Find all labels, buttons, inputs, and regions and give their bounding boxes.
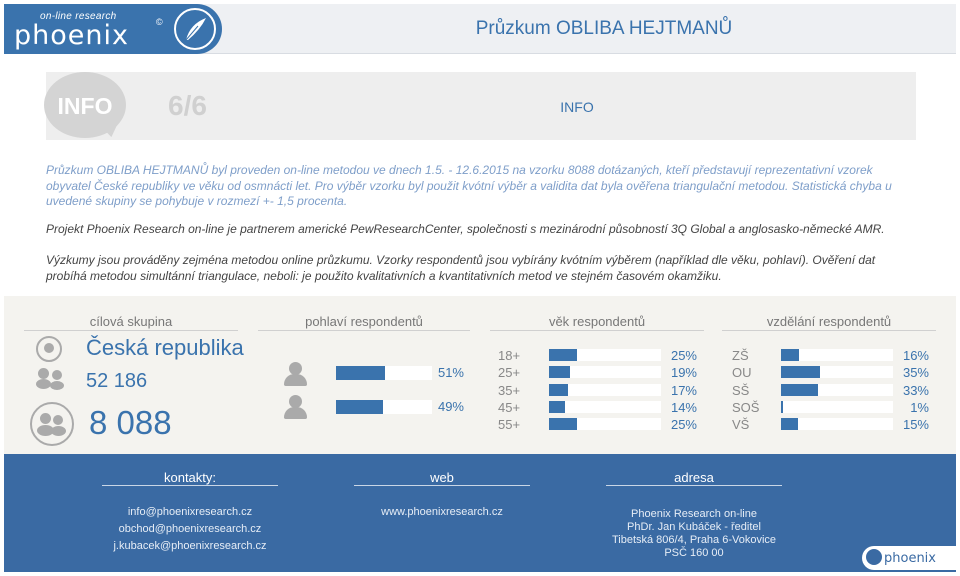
education-percent: 1%	[910, 399, 929, 415]
age-bar	[549, 383, 568, 396]
gender-bar	[336, 400, 383, 414]
gender-rule	[258, 330, 470, 331]
phoenix-logo[interactable]: on-line research phoenix ©	[4, 4, 222, 54]
education-bar	[781, 366, 820, 379]
method-description: Výzkumy jsou prováděny zejména metodou o…	[46, 253, 876, 283]
male-icon	[283, 362, 309, 386]
population-count: 52 186	[86, 370, 148, 392]
feather-icon	[174, 8, 216, 50]
education-category: OU	[732, 365, 752, 381]
people-icon	[36, 366, 66, 392]
header: on-line research phoenix © Průzkum OBLIB…	[4, 4, 956, 54]
page-title: Průzkum OBLIBA HEJTMANŮ	[475, 18, 733, 39]
gender-bar-track	[336, 400, 432, 414]
footer: kontakty: info@phoenixresearch.cz obchod…	[4, 454, 956, 572]
education-bar	[781, 349, 799, 361]
location-pin-icon	[36, 336, 62, 362]
info-label: INFO	[560, 99, 594, 115]
education-category: SŠ	[732, 382, 750, 398]
page-counter: 6/6	[168, 90, 207, 121]
age-percent: 17%	[670, 382, 697, 398]
education-bar-track	[781, 349, 893, 361]
age-title: věk respondentů	[548, 314, 646, 329]
education-percent: 16%	[902, 348, 929, 363]
age-bar-track	[549, 366, 661, 379]
address-title: adresa	[674, 470, 714, 485]
respondent-count: 8 088	[89, 404, 172, 441]
education-bar-track	[781, 418, 893, 431]
age-category: 55+	[498, 417, 521, 433]
contact-email-obchod[interactable]: obchod@phoenixresearch.cz	[118, 523, 262, 535]
age-category: 18+	[498, 348, 521, 363]
logo-tagline: on-line research	[40, 11, 117, 22]
age-category: 35+	[498, 382, 521, 398]
age-bar	[549, 418, 577, 431]
education-bar-track	[781, 366, 893, 379]
age-bar	[549, 400, 565, 413]
info-badge: INFO	[57, 93, 113, 119]
contact-email-kubacek[interactable]: j.kubacek@phoenixresearch.cz	[113, 540, 267, 552]
target-group-rule	[24, 330, 238, 331]
contacts-title: kontakty:	[163, 470, 217, 485]
female-icon	[283, 395, 309, 419]
address-street: Tibetská 806/4, Praha 6-Vokovice	[611, 534, 777, 546]
education-percent: 15%	[902, 417, 929, 433]
footer-logo-icon	[866, 549, 882, 565]
respondents-icon	[30, 402, 74, 446]
education-bar	[781, 400, 783, 413]
info-bubble-icon	[44, 72, 126, 138]
footer-logo[interactable]: phoenix	[862, 546, 956, 570]
education-title: vzdělání respondentů	[766, 314, 892, 329]
gender-bar	[336, 366, 385, 380]
age-category: 25+	[498, 365, 521, 381]
age-category: 45+	[498, 399, 521, 415]
footer-logo-wordmark: phoenix	[884, 551, 936, 566]
address-company: Phoenix Research on-line	[631, 508, 757, 520]
education-category: SOŠ	[732, 399, 760, 415]
gender-title: pohlaví respondentů	[305, 314, 423, 329]
logo-copyright: ©	[156, 17, 163, 27]
partner-description: Projekt Phoenix Research on-line je part…	[46, 222, 885, 236]
gender-percent: 51%	[437, 365, 464, 380]
age-bar-track	[549, 400, 661, 413]
web-rule	[354, 485, 530, 486]
address-director: PhDr. Jan Kubáček - ředitel	[627, 521, 761, 533]
age-percent: 19%	[670, 365, 697, 381]
education-category: VŠ	[732, 417, 750, 433]
gender-bar-track	[336, 366, 432, 380]
age-bar-track	[549, 383, 661, 396]
web-link[interactable]: www.phoenixresearch.cz	[381, 506, 503, 518]
country-name: Česká republika	[86, 335, 244, 360]
education-bar-track	[781, 400, 893, 413]
survey-description: Průzkum OBLIBA HEJTMANŮ byl proveden on-…	[46, 163, 892, 208]
web-title: web	[430, 470, 454, 485]
age-bar	[549, 349, 577, 361]
address-rule	[606, 485, 782, 486]
education-percent: 35%	[902, 365, 929, 381]
education-rule	[722, 330, 936, 331]
age-bar	[549, 366, 570, 379]
age-percent: 25%	[670, 348, 697, 363]
age-percent: 14%	[670, 399, 697, 415]
education-bar-track	[781, 383, 893, 396]
age-rule	[490, 330, 704, 331]
info-banner	[46, 72, 916, 140]
gender-percent: 49%	[437, 399, 464, 414]
address-postcode: PSČ 160 00	[664, 547, 724, 559]
contacts-rule	[102, 485, 278, 486]
education-category: ZŠ	[732, 348, 749, 363]
contact-email-info[interactable]: info@phoenixresearch.cz	[127, 506, 253, 518]
age-percent: 25%	[670, 417, 697, 433]
education-bar	[781, 418, 798, 431]
age-bar-track	[549, 418, 661, 431]
education-percent: 33%	[902, 382, 929, 398]
logo-wordmark: phoenix	[14, 20, 129, 51]
education-bar	[781, 383, 818, 396]
target-group-title: cílová skupina	[89, 314, 173, 329]
age-bar-track	[549, 349, 661, 361]
